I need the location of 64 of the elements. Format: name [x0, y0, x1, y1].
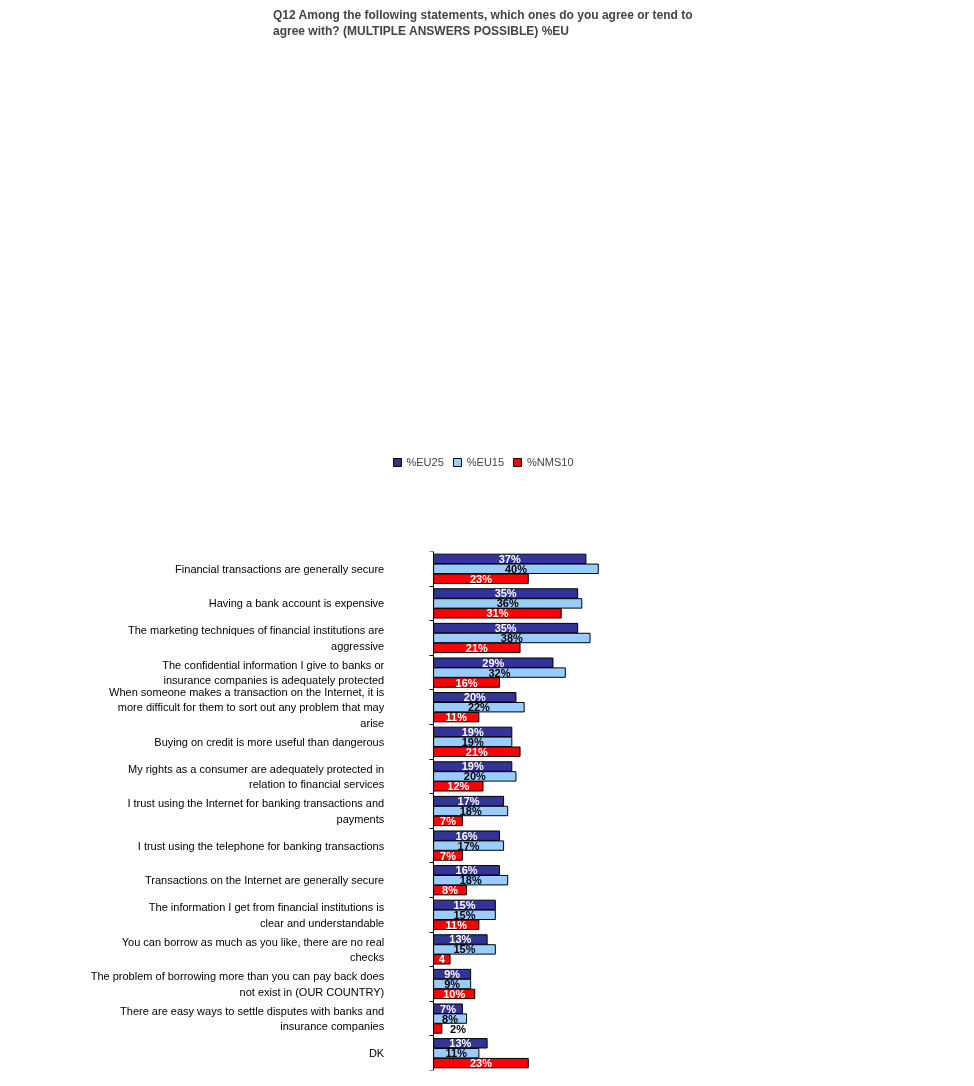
data-label: 16% — [455, 864, 478, 877]
y-tick-label: Buying on credit is more useful than dangerous — [154, 735, 385, 748]
data-label: 38% — [500, 632, 524, 644]
y-tick-label: My rights as a consumer are adequately protected in relation to financial services — [128, 762, 385, 791]
y-tick-label: I trust using the Internet for banking transactions and payments — [127, 797, 385, 825]
y-tick-label: Financial transactions are generally secure — [175, 562, 385, 575]
data-label: 20% — [463, 770, 486, 783]
data-label: 17% — [457, 795, 480, 808]
data-label: 29% — [482, 656, 505, 669]
y-tick-label: The information I get from financial institutions is clear and understandable — [148, 901, 385, 929]
data-label: 21% — [465, 745, 489, 758]
data-label: 13% — [449, 933, 472, 946]
legend-label: %EU25 — [406, 456, 444, 469]
data-label: 4 — [438, 953, 446, 966]
y-tick-label: DK — [368, 1047, 385, 1060]
data-label: 7% — [440, 849, 457, 862]
data-label: 35% — [494, 622, 517, 635]
data-label: 35% — [494, 587, 517, 600]
data-label: 9% — [444, 978, 461, 990]
data-label: 15% — [453, 908, 476, 921]
data-label: 32% — [488, 666, 511, 679]
y-tick-label: The marketing techniques of financial institutions are aggressive — [128, 624, 385, 652]
data-label: 22% — [467, 701, 491, 714]
data-label: 37% — [498, 552, 521, 565]
data-label: 23% — [469, 572, 493, 585]
data-label: 15% — [453, 898, 476, 911]
y-tick-label: You can borrow as much as you like, there are no real checks — [121, 935, 385, 964]
data-label: 40% — [504, 562, 528, 575]
legend-label: %EU15 — [466, 456, 505, 469]
data-label: 8% — [442, 884, 459, 897]
y-tick-label: The problem of borrowing more than you can pay back does not exist in (OUR COUNTRY) — [90, 970, 385, 998]
data-label: 8% — [442, 1012, 459, 1025]
y-tick-label: The confidential information I give to banks or insurance companies is adequately protected — [162, 658, 385, 687]
data-label: 21% — [465, 641, 489, 654]
data-label: 20% — [463, 691, 486, 704]
data-label: 11% — [445, 711, 468, 724]
data-label: 11% — [445, 1047, 468, 1060]
data-label: 36% — [496, 597, 519, 610]
data-label: 10% — [443, 987, 466, 1000]
data-label: 19% — [461, 735, 484, 748]
data-label: 15% — [453, 943, 476, 956]
y-tick-label: When someone makes a transaction on the Internet, it is more difficult for them to sort out any problem that may arise — [109, 685, 385, 729]
data-label: 23% — [469, 1057, 493, 1070]
data-label: 13% — [449, 1037, 472, 1050]
data-label: 19% — [461, 725, 484, 738]
data-label: 11% — [445, 918, 468, 931]
data-label: 7% — [440, 1002, 457, 1015]
legend-label: %NMS10 — [527, 456, 574, 469]
y-tick-label: I trust using the telephone for banking transactions — [137, 839, 385, 852]
y-tick-label: There are easy ways to settle disputes with banks and insurance companies — [120, 1004, 385, 1033]
data-label: 18% — [459, 805, 482, 817]
data-label: 16% — [455, 676, 478, 689]
data-label: 19% — [461, 760, 484, 773]
data-label: 16% — [455, 829, 478, 842]
data-label: 12% — [447, 780, 470, 793]
y-tick-label: Transactions on the Internet are generally secure — [144, 874, 385, 887]
data-label: 9% — [444, 968, 461, 981]
data-label: 17% — [457, 839, 480, 852]
data-label: 18% — [459, 874, 482, 887]
data-label: 31% — [486, 607, 509, 620]
data-label: 7% — [440, 814, 457, 827]
y-tick-label: Having a bank account is expensive — [208, 597, 385, 610]
chart-title: Q12 Among the following statements, which ones do you agree or tend to agree with? (MULTIPLE ANSWERS POSSIBLE) %EU — [272, 7, 693, 39]
data-label: 2% — [450, 1022, 467, 1035]
